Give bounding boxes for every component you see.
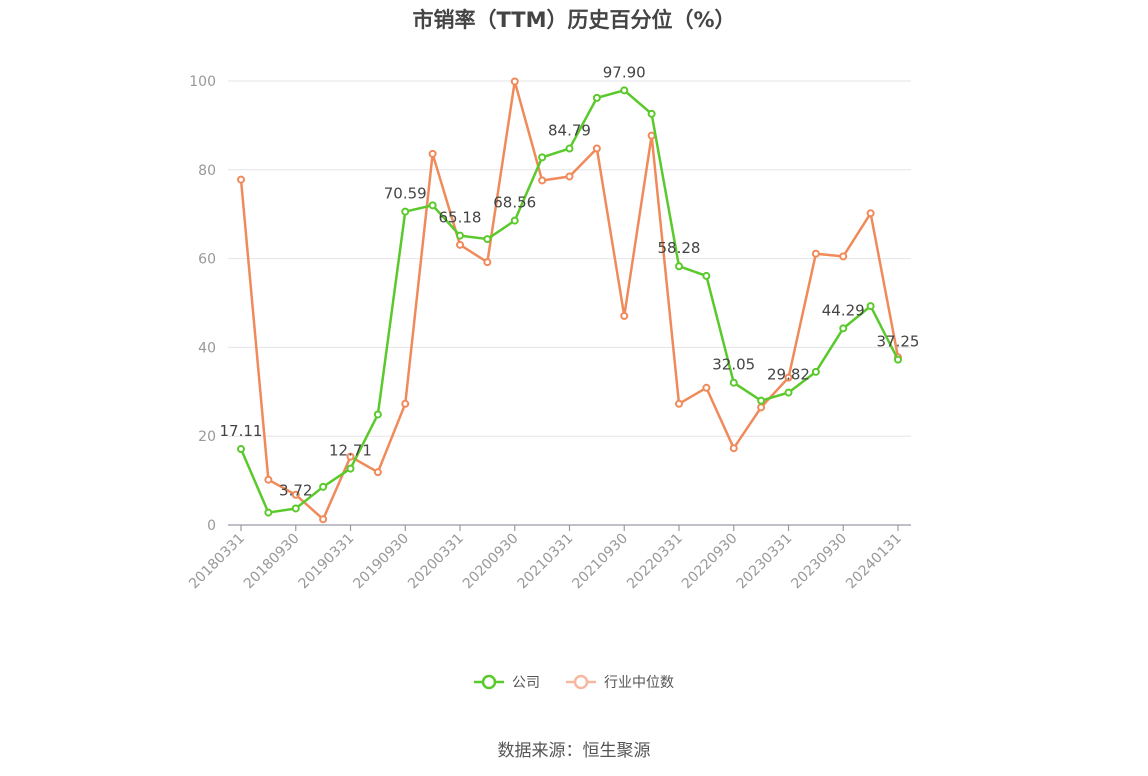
- data-point: [428, 149, 437, 158]
- x-tick-label: 20200930: [460, 531, 522, 593]
- data-point: [839, 252, 848, 261]
- data-point: [894, 355, 902, 364]
- data-point: [702, 383, 711, 392]
- data-point: [675, 399, 683, 408]
- data-point: [757, 396, 766, 405]
- data-point: [784, 373, 793, 382]
- data-label: 3.72: [279, 481, 312, 499]
- y-tick-label: 100: [189, 74, 216, 90]
- x-tick-label: 20180930: [241, 531, 303, 593]
- data-point: [373, 410, 382, 419]
- data-label: 65.18: [439, 209, 482, 227]
- data-point: [811, 249, 820, 258]
- data-point: [373, 468, 382, 477]
- y-tick-label: 40: [198, 340, 216, 356]
- data-label: 29.82: [767, 366, 810, 384]
- data-point: [538, 153, 547, 162]
- x-tick-label: 20200331: [405, 531, 467, 593]
- data-point: [346, 464, 355, 473]
- data-point: [483, 258, 492, 267]
- data-label: 17.11: [220, 422, 263, 440]
- data-point: [592, 144, 601, 153]
- data-point: [866, 209, 875, 218]
- data-point: [319, 482, 328, 491]
- data-source: 数据来源：恒生聚源: [497, 741, 651, 761]
- data-point: [237, 175, 245, 184]
- x-tick-label: 20180331: [186, 531, 248, 593]
- x-tick-label: 20240131: [843, 531, 905, 593]
- data-point: [592, 93, 601, 102]
- data-point: [702, 271, 711, 280]
- data-point: [401, 399, 410, 408]
- legend-item-industry[interactable]: 行业中位数: [566, 672, 674, 692]
- y-tick-label: 60: [198, 252, 216, 268]
- data-point: [784, 388, 793, 397]
- data-point: [729, 378, 738, 387]
- data-point: [757, 403, 766, 412]
- data-point: [510, 77, 519, 86]
- data-point: [456, 240, 464, 249]
- data-label: 37.25: [877, 333, 920, 351]
- data-point: [319, 515, 328, 524]
- data-point: [839, 324, 848, 333]
- data-point: [428, 201, 437, 210]
- data-point: [538, 176, 547, 185]
- legend-item-company[interactable]: 公司: [474, 672, 540, 692]
- data-label: 12.71: [329, 442, 372, 460]
- y-tick-label: 80: [198, 163, 216, 179]
- x-tick-label: 20220331: [624, 531, 686, 593]
- data-point: [647, 109, 656, 118]
- legend-label-industry: 行业中位数: [604, 675, 674, 691]
- data-point: [483, 235, 492, 244]
- data-point: [456, 231, 464, 240]
- data-point: [675, 262, 683, 271]
- data-label: 32.05: [712, 356, 755, 374]
- y-tick-label: 0: [207, 518, 216, 534]
- legend-label-company: 公司: [512, 675, 540, 691]
- y-tick-label: 20: [198, 429, 216, 445]
- legend-company-icon: [474, 674, 504, 690]
- data-point: [291, 504, 300, 513]
- data-point: [866, 302, 875, 311]
- x-tick-label: 20190930: [350, 531, 412, 593]
- line-chart: 0 20 40 60 80 100 2018033120180930201903312019…: [186, 63, 920, 593]
- data-point: [264, 475, 273, 484]
- data-point: [510, 216, 519, 225]
- x-tick-label: 20230331: [734, 531, 796, 593]
- data-point: [811, 367, 820, 376]
- data-point: [565, 144, 574, 153]
- chart-title: 市销率（TTM）历史百分位（%）: [412, 8, 736, 32]
- x-tick-label: 20220930: [679, 531, 741, 593]
- data-point: [565, 172, 574, 181]
- data-point: [401, 207, 410, 216]
- data-point: [729, 444, 738, 453]
- legend: 公司 行业中位数: [0, 672, 1148, 692]
- x-tick-label: 20230930: [788, 531, 850, 593]
- data-label: 97.90: [603, 63, 646, 81]
- x-tick-label: 20190331: [296, 531, 358, 593]
- x-tick-label: 20210331: [515, 531, 577, 593]
- data-point: [291, 490, 300, 499]
- data-label: 44.29: [822, 301, 865, 319]
- data-label: 70.59: [384, 185, 427, 203]
- data-point: [346, 452, 355, 461]
- data-point: [264, 508, 273, 517]
- legend-industry-icon: [566, 674, 596, 690]
- x-tick-label: 20210930: [569, 531, 631, 593]
- data-point: [620, 86, 629, 95]
- data-point: [620, 311, 629, 320]
- data-point: [647, 131, 656, 140]
- data-label: 84.79: [548, 122, 591, 140]
- data-label: 58.28: [658, 239, 701, 257]
- data-point: [237, 445, 245, 454]
- data-label: 68.56: [493, 194, 536, 212]
